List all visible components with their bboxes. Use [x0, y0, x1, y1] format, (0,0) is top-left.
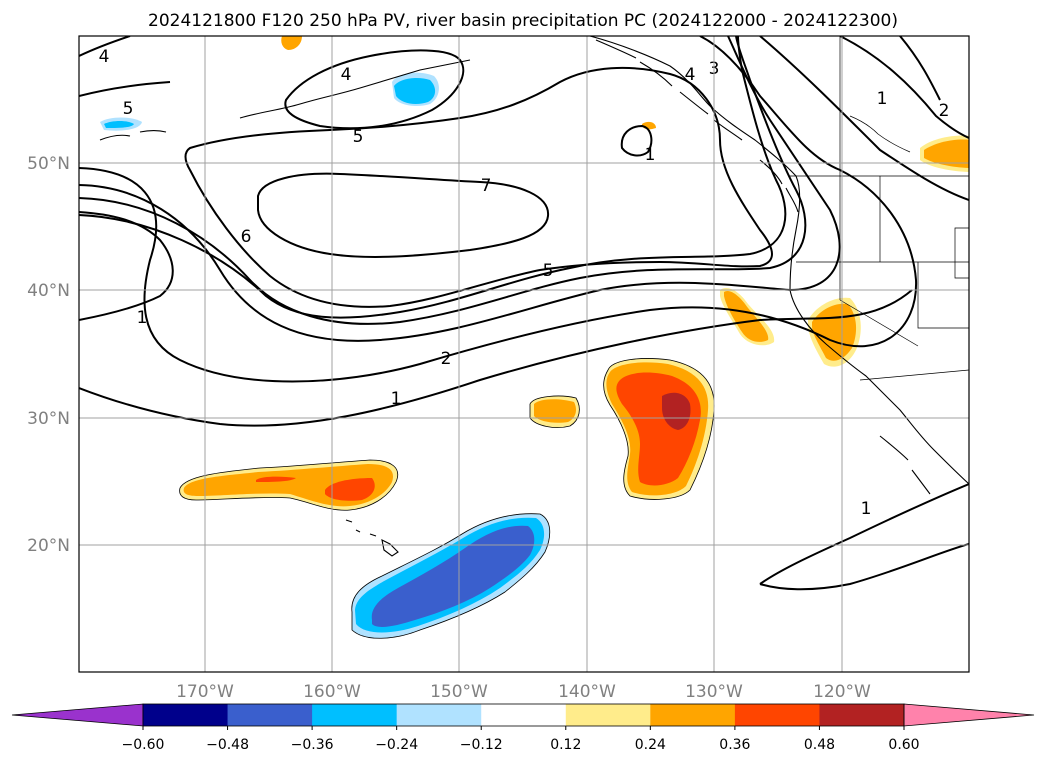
contour-label: 1 — [861, 499, 872, 519]
colorbar-tick-label: −0.12 — [460, 737, 503, 753]
lon-labels: 170°W 160°W 150°W 140°W 130°W 120°W — [176, 682, 871, 702]
lon-label: 170°W — [176, 682, 234, 702]
figure-title: 2024121800 F120 250 hPa PV, river basin … — [148, 11, 898, 31]
contour-label: 1 — [645, 145, 656, 165]
colorbar-tick-label: −0.24 — [375, 737, 418, 753]
lat-label: 40°N — [27, 281, 70, 301]
precip-positive-central — [603, 358, 715, 500]
contour-label: 4 — [99, 47, 110, 67]
colorbar-tick-label: −0.36 — [291, 737, 334, 753]
lon-label: 160°W — [303, 682, 361, 702]
lon-label: 130°W — [685, 682, 743, 702]
lon-label: 140°W — [558, 682, 616, 702]
colorbar-tick-label: −0.48 — [206, 737, 249, 753]
map-frame — [78, 35, 970, 673]
contour-label: 4 — [685, 65, 696, 85]
contour-label: 4 — [341, 65, 352, 85]
colorbar-ticks: −0.60 −0.48 −0.36 −0.24 −0.12 0.12 0.24 0.36 0.4… — [122, 726, 920, 753]
contour-label: 1 — [391, 389, 402, 409]
lat-labels: 50°N 40°N 30°N 20°N — [27, 154, 70, 556]
lon-label: 120°W — [813, 682, 871, 702]
lat-label: 50°N — [27, 154, 70, 174]
lat-label: 20°N — [27, 536, 70, 556]
colorbar-tick-label: 0.36 — [719, 737, 750, 753]
contour-label: 1 — [877, 89, 888, 109]
contour-label: 1 — [137, 308, 148, 328]
colorbar-tick-label: 0.12 — [550, 737, 581, 753]
colorbar-swatch — [819, 704, 905, 726]
colorbar-swatch — [312, 704, 398, 726]
political-borders — [790, 36, 969, 381]
colorbar-tick-label: 0.48 — [804, 737, 835, 753]
colorbar-tick-label: −0.60 — [122, 737, 165, 753]
colorbar-extend-low — [11, 703, 144, 727]
contour-label: 6 — [241, 227, 252, 247]
gridlines — [79, 36, 969, 672]
contour-label: 5 — [543, 261, 554, 281]
contour-label: 2 — [939, 101, 950, 121]
colorbar-swatch — [143, 704, 229, 726]
colorbar: −0.60 −0.48 −0.36 −0.24 −0.12 0.12 0.24 0.36 0.4… — [11, 703, 1035, 753]
colorbar-swatch — [227, 704, 313, 726]
colorbar-tick-label: 0.24 — [635, 737, 666, 753]
colorbar-swatch — [565, 704, 651, 726]
colorbar-swatches — [11, 703, 1035, 727]
colorbar-swatch — [396, 704, 482, 726]
map-content: 4 5 4 5 7 6 5 2 1 1 1 2 1 3 4 1 — [79, 36, 969, 672]
contour-label: 7 — [481, 176, 492, 196]
colorbar-tick-label: 0.60 — [888, 737, 919, 753]
colorbar-swatch — [734, 704, 820, 726]
lat-label: 30°N — [27, 409, 70, 429]
precip-positive-hawaii-west — [179, 459, 398, 511]
precip-negative-alaska — [100, 72, 439, 131]
contour-label: 5 — [123, 99, 134, 119]
contour-label: 2 — [441, 349, 452, 369]
precip-positive-small — [529, 395, 580, 428]
colorbar-swatch — [650, 704, 736, 726]
colorbar-extend-high — [903, 703, 1035, 727]
lon-label: 150°W — [430, 682, 488, 702]
coastlines — [99, 36, 969, 557]
contour-label: 5 — [353, 127, 364, 147]
colorbar-outline — [142, 703, 905, 727]
colorbar-swatch — [481, 704, 567, 726]
